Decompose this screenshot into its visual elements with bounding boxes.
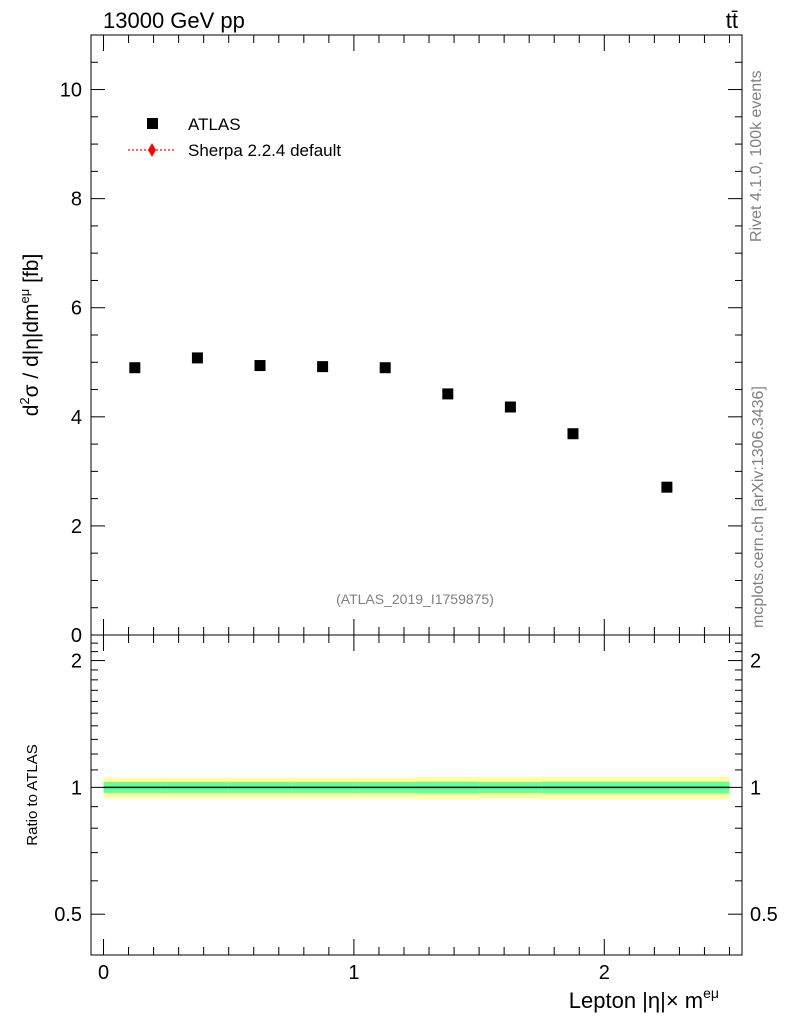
ylabel-sup1: 2	[17, 397, 32, 404]
ratio-axis-ticks: 0.5 0.5 1 1 2 2 0 1 2	[54, 634, 778, 984]
data-point	[317, 361, 329, 373]
ylabel-sup2: eμ	[17, 289, 32, 304]
ratio-y-tick-label-right: 1	[750, 777, 761, 799]
energy-label: 13000 GeV pp	[103, 8, 245, 33]
x-tick-label: 0	[98, 962, 109, 984]
y-tick-label: 0	[71, 625, 82, 647]
data-point	[661, 481, 673, 493]
y-tick-label: 2	[71, 516, 82, 538]
ratio-y-tick-label-right: 2	[750, 651, 761, 673]
ratio-y-axis-title: Ratio to ATLAS	[24, 744, 41, 845]
ylabel-mid: σ / d|η|dm	[20, 303, 43, 397]
xlabel-sup: eμ	[703, 985, 719, 1001]
legend-mc-marker	[148, 143, 156, 157]
ratio-y-tick-label: 1	[71, 777, 82, 799]
x-tick-label: 1	[348, 962, 359, 984]
y-tick-label: 8	[71, 189, 82, 211]
analysis-label: (ATLAS_2019_I1759875)	[336, 591, 494, 607]
data-point	[254, 360, 266, 372]
ylabel-pre: d	[20, 405, 43, 417]
data-point	[567, 428, 579, 440]
main-y-axis-title: d2σ / d|η|dmeμ [fb]	[17, 254, 43, 417]
legend-mc-label: Sherpa 2.2.4 default	[188, 141, 341, 160]
legend-data-marker	[147, 118, 158, 129]
data-points	[129, 352, 673, 493]
x-axis-title: Lepton |η|× meμ	[569, 985, 719, 1013]
legend: ATLAS Sherpa 2.2.4 default	[128, 115, 341, 160]
y-tick-label: 10	[60, 80, 82, 102]
ratio-y-tick-label-right: 0.5	[750, 904, 778, 926]
y-tick-label: 4	[71, 407, 82, 429]
ratio-uncertainty-band	[103, 776, 730, 799]
ratio-y-tick-label: 2	[71, 651, 82, 673]
ratio-panel-frame	[90, 634, 743, 956]
data-point	[191, 352, 203, 364]
ylabel-post: [fb]	[20, 254, 43, 289]
x-tick-label: 2	[599, 962, 610, 984]
data-point	[442, 388, 454, 400]
ratio-y-tick-label: 0.5	[54, 904, 82, 926]
main-axis-ticks: 0 2 4 6 8 10	[60, 34, 742, 647]
data-point	[379, 362, 391, 374]
y-tick-label: 6	[71, 298, 82, 320]
data-point	[504, 401, 516, 413]
process-label: tt̄	[726, 8, 738, 33]
legend-data-label: ATLAS	[188, 115, 241, 134]
mcplots-label: mcplots.cern.ch [arXiv:1306.3436]	[750, 386, 767, 628]
data-point	[129, 362, 141, 374]
rivet-label: Rivet 4.1.0, 100k events	[748, 70, 765, 242]
xlabel-pre: Lepton |η|× m	[569, 988, 703, 1013]
